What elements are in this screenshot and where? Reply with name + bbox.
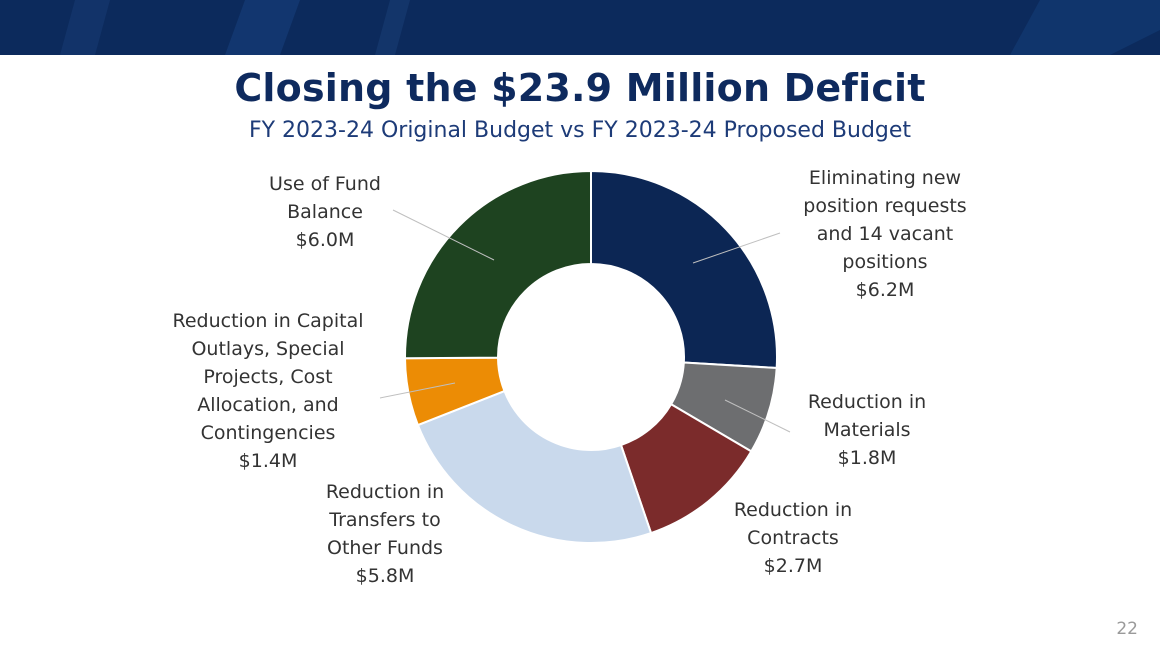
slice-label-line: Transfers to <box>329 509 441 531</box>
leader-line-eliminating-positions <box>692 232 781 264</box>
slice-label-line: Allocation, and <box>197 394 339 416</box>
slice-label-line: Outlays, Special <box>191 338 345 360</box>
slice-label-materials: Reduction in Materials $1.8M <box>787 388 947 472</box>
slice-label-contracts: Reduction in Contracts $2.7M <box>713 496 873 580</box>
slice-label-line: positions <box>842 251 928 273</box>
slide-subtitle: FY 2023-24 Original Budget vs FY 2023-24… <box>248 118 912 143</box>
slide-title: Closing the $23.9 Million Deficit <box>234 66 926 110</box>
slice-value-label: $6.2M <box>855 279 915 301</box>
slice-label-line: Reduction in Capital <box>172 310 364 332</box>
leader-line-fund-balance <box>392 209 495 261</box>
slice-label-line: Eliminating new <box>808 167 962 189</box>
slice-label-line: Reduction in <box>807 391 927 413</box>
header-banner <box>0 0 1160 55</box>
slice-label-transfers: Reduction in Transfers to Other Funds $5.8M <box>300 478 470 590</box>
slice-value-label: $1.4M <box>238 450 298 472</box>
slice-label-line: and 14 vacant <box>816 223 954 245</box>
slice-label-line: Reduction in <box>325 481 445 503</box>
slice-label-line: Use of Fund <box>269 173 381 195</box>
slice-label-line: Other Funds <box>327 537 443 559</box>
leader-line-materials <box>724 399 791 433</box>
slice-label-line: Contingencies <box>200 422 336 444</box>
banner-decoration <box>60 0 1160 55</box>
page-number: 22 <box>1116 619 1138 639</box>
slice-value-label: $2.7M <box>763 555 823 577</box>
slice-label-fund-balance: Use of Fund Balance $6.0M <box>250 170 400 254</box>
slice-label-line: Materials <box>823 419 911 441</box>
slice-label-line: Contracts <box>747 527 839 549</box>
slice-label-eliminating-positions: Eliminating new position requests and 14 v… <box>790 164 980 304</box>
donut-slice-eliminating-positions <box>590 169 778 370</box>
donut-slice-transfers <box>416 389 653 544</box>
leader-line-capital-outlays <box>379 382 456 399</box>
donut-slice-fund-balance <box>404 169 592 360</box>
slice-value-label: $5.8M <box>355 565 415 587</box>
slice-value-label: $6.0M <box>295 229 355 251</box>
slice-label-capital-outlays: Reduction in Capital Outlays, Special Proj… <box>148 307 388 475</box>
slice-label-line: position requests <box>803 195 967 217</box>
slice-label-line: Projects, Cost <box>203 366 333 388</box>
slice-label-line: Reduction in <box>733 499 853 521</box>
slice-value-label: $1.8M <box>837 447 897 469</box>
slice-label-line: Balance <box>287 201 363 223</box>
